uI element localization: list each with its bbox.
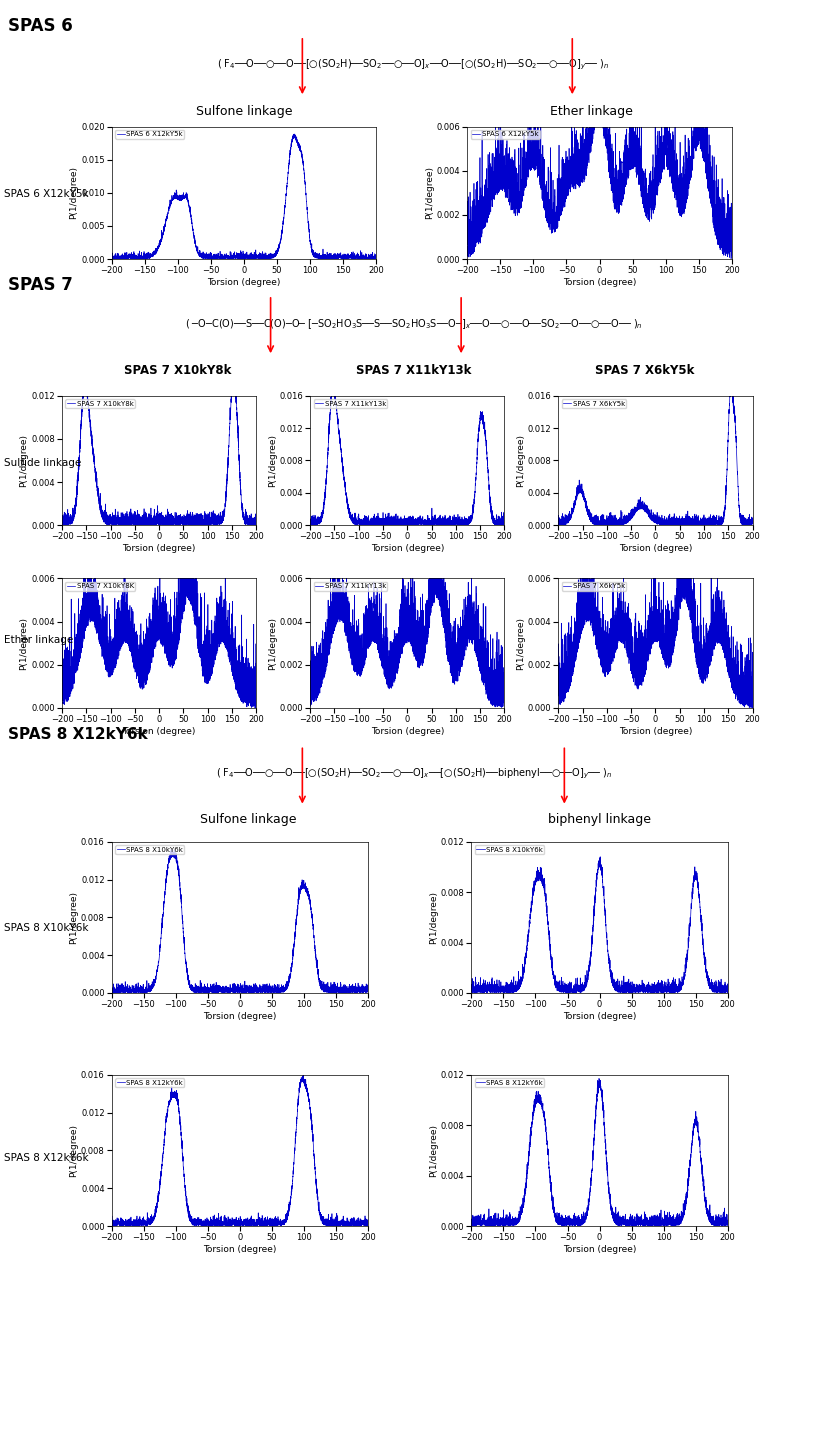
Legend: SPAS 7 X11kY13k: SPAS 7 X11kY13k <box>313 581 388 591</box>
Text: SPAS 7 X10kY8k: SPAS 7 X10kY8k <box>124 364 232 377</box>
Y-axis label: P(1/degree): P(1/degree) <box>268 617 277 669</box>
Text: Ether linkage: Ether linkage <box>4 636 74 645</box>
Y-axis label: P(1/degree): P(1/degree) <box>69 167 79 219</box>
Y-axis label: P(1/degree): P(1/degree) <box>429 1124 438 1177</box>
Legend: SPAS 7 X11kY13k: SPAS 7 X11kY13k <box>313 399 388 409</box>
Y-axis label: P(1/degree): P(1/degree) <box>268 435 277 486</box>
X-axis label: Torsion (degree): Torsion (degree) <box>563 1245 636 1253</box>
Text: SPAS 8 X12kY6k: SPAS 8 X12kY6k <box>4 1154 88 1163</box>
Y-axis label: P(1/degree): P(1/degree) <box>20 617 29 669</box>
Y-axis label: P(1/degree): P(1/degree) <box>425 167 434 219</box>
Y-axis label: P(1/degree): P(1/degree) <box>429 891 438 944</box>
X-axis label: Torsion (degree): Torsion (degree) <box>370 727 444 735</box>
Text: ( F$_4$──O──$\bigcirc$──O──[$\bigcirc$(SO$_2$H)──SO$_2$──$\bigcirc$──O]$_x$──O──: ( F$_4$──O──$\bigcirc$──O──[$\bigcirc$(S… <box>218 58 609 72</box>
Text: SPAS 7 X6kY5k: SPAS 7 X6kY5k <box>595 364 695 377</box>
Text: ( ─O─C(O)──S──C(O)─O─ [─SO$_2$HO$_3$S──S──SO$_2$HO$_3$S──O─]$_x$──O──$\bigcirc$─: ( ─O─C(O)──S──C(O)─O─ [─SO$_2$HO$_3$S──S… <box>184 317 643 331</box>
Text: Ether linkage: Ether linkage <box>550 105 633 118</box>
Y-axis label: P(1/degree): P(1/degree) <box>516 435 525 486</box>
Legend: SPAS 7 X6kY5k: SPAS 7 X6kY5k <box>562 399 626 409</box>
X-axis label: Torsion (degree): Torsion (degree) <box>619 727 692 735</box>
Y-axis label: P(1/degree): P(1/degree) <box>20 435 29 486</box>
X-axis label: Torsion (degree): Torsion (degree) <box>370 544 444 553</box>
Legend: SPAS 8 X12kY6k: SPAS 8 X12kY6k <box>475 1078 544 1088</box>
Legend: SPAS 6 X12kY5k: SPAS 6 X12kY5k <box>115 130 184 140</box>
Text: ( F$_4$──O──$\bigcirc$──O──[$\bigcirc$(SO$_2$H)──SO$_2$──$\bigcirc$──O]$_x$──[$\: ( F$_4$──O──$\bigcirc$──O──[$\bigcirc$(S… <box>216 767 611 781</box>
Text: SPAS 7 X11kY13k: SPAS 7 X11kY13k <box>356 364 471 377</box>
Text: SPAS 8 X10kY6k: SPAS 8 X10kY6k <box>4 924 88 932</box>
X-axis label: Torsion (degree): Torsion (degree) <box>203 1245 276 1253</box>
Legend: SPAS 8 X12kY6k: SPAS 8 X12kY6k <box>115 1078 184 1088</box>
Y-axis label: P(1/degree): P(1/degree) <box>516 617 525 669</box>
Text: Sulfone linkage: Sulfone linkage <box>196 105 292 118</box>
Text: Sulfide linkage: Sulfide linkage <box>4 459 81 468</box>
Text: SPAS 8 X12kY6k: SPAS 8 X12kY6k <box>8 727 148 741</box>
X-axis label: Torsion (degree): Torsion (degree) <box>203 1012 276 1020</box>
X-axis label: Torsion (degree): Torsion (degree) <box>563 278 636 286</box>
Legend: SPAS 6 X12kY5k: SPAS 6 X12kY5k <box>471 130 540 140</box>
Y-axis label: P(1/degree): P(1/degree) <box>69 1124 79 1177</box>
X-axis label: Torsion (degree): Torsion (degree) <box>208 278 280 286</box>
Text: SPAS 7: SPAS 7 <box>8 276 73 295</box>
X-axis label: Torsion (degree): Torsion (degree) <box>122 727 196 735</box>
Text: biphenyl linkage: biphenyl linkage <box>548 813 651 826</box>
Text: SPAS 6 X12kY5k: SPAS 6 X12kY5k <box>4 190 88 199</box>
X-axis label: Torsion (degree): Torsion (degree) <box>563 1012 636 1020</box>
X-axis label: Torsion (degree): Torsion (degree) <box>619 544 692 553</box>
Legend: SPAS 8 X10kY6k: SPAS 8 X10kY6k <box>115 845 184 855</box>
Text: SPAS 6: SPAS 6 <box>8 17 73 36</box>
Text: Sulfone linkage: Sulfone linkage <box>200 813 296 826</box>
Y-axis label: P(1/degree): P(1/degree) <box>69 891 79 944</box>
Legend: SPAS 8 X10kY6k: SPAS 8 X10kY6k <box>475 845 544 855</box>
Legend: SPAS 7 X6kY5k: SPAS 7 X6kY5k <box>562 581 626 591</box>
X-axis label: Torsion (degree): Torsion (degree) <box>122 544 196 553</box>
Legend: SPAS 7 X10kY8K: SPAS 7 X10kY8K <box>65 581 136 591</box>
Legend: SPAS 7 X10kY8k: SPAS 7 X10kY8k <box>65 399 135 409</box>
